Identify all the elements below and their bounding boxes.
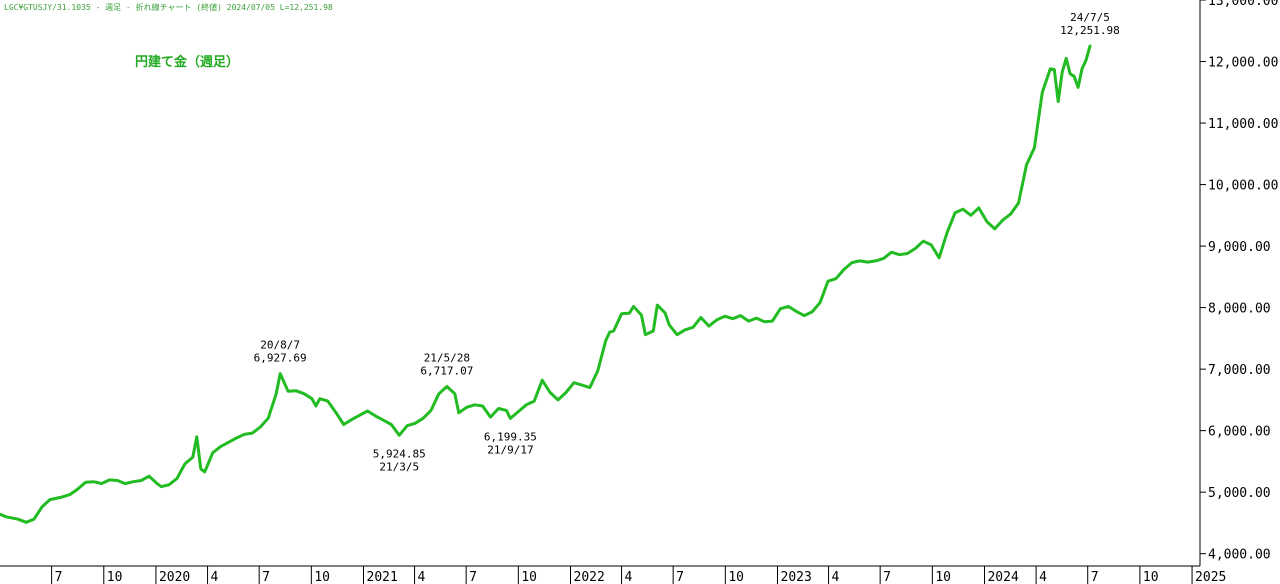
x-tick-label: 10 — [521, 570, 537, 584]
x-tick-label: 2024 — [987, 570, 1018, 584]
y-tick-label: 9,000.00 — [1208, 240, 1271, 255]
x-tick-label: 7 — [676, 570, 684, 584]
annotation-label: 5,924.85 — [373, 447, 426, 460]
price-line — [0, 44, 1092, 524]
annotation-label: 21/3/5 — [379, 460, 419, 473]
annotation-label: 20/8/7 — [260, 339, 300, 352]
annotation-label: 21/9/17 — [487, 443, 533, 456]
x-tick-label: 7 — [1091, 570, 1099, 584]
x-tick-label: 2022 — [574, 570, 605, 584]
x-tick-label: 10 — [107, 570, 123, 584]
x-tick-label: 4 — [1039, 570, 1047, 584]
y-axis: 4,000.00 5,000.00 6,000.00 7,000.00 8,000.00… — [1200, 0, 1278, 563]
x-tick-label: 7 — [469, 570, 477, 584]
x-tick-label: 2020 — [159, 570, 190, 584]
annotation-label: 24/7/5 — [1070, 11, 1110, 24]
annotations: 20/8/76,927.69 21/5/286,717.07 24/7/512,25… — [254, 11, 1120, 473]
y-tick-label: 8,000.00 — [1208, 302, 1271, 317]
x-tick-label: 4 — [418, 570, 426, 584]
plot-area — [0, 44, 1092, 524]
annotation-label: 21/5/28 — [424, 352, 470, 365]
x-tick-label: 2021 — [367, 570, 398, 584]
chart-header-info: LGC¥GTUSJY/31.1035 - 週足 - 折れ線チャート (終値) 2… — [4, 2, 333, 12]
x-tick-label: 4 — [211, 570, 219, 584]
x-tick-label: 2025 — [1195, 570, 1226, 584]
annotation-label: 6,199.35 — [484, 430, 537, 443]
y-tick-label: 11,000.00 — [1208, 117, 1278, 132]
x-tick-label: 10 — [1143, 570, 1159, 584]
y-tick-label: 4,000.00 — [1208, 548, 1271, 563]
annotation-label: 6,927.69 — [254, 352, 307, 365]
x-tick-label: 4 — [625, 570, 633, 584]
annotation-label: 12,251.98 — [1060, 24, 1120, 37]
y-tick-label: 13,000.00 — [1208, 0, 1278, 9]
x-tick-label: 7 — [262, 570, 270, 584]
x-axis: 7 10 2020 4 7 10 2021 4 7 10 2022 4 7 10 2023 4 7 10 2024 4… — [51, 566, 1226, 584]
chart-title: 円建て金（週足） — [135, 54, 239, 70]
y-tick-label: 5,000.00 — [1208, 486, 1271, 501]
x-tick-label: 10 — [935, 570, 951, 584]
x-tick-label: 10 — [728, 570, 744, 584]
x-tick-label: 2023 — [781, 570, 812, 584]
x-tick-label: 4 — [832, 570, 840, 584]
x-tick-label: 7 — [883, 570, 891, 584]
x-tick-label: 7 — [55, 570, 63, 584]
annotation-label: 6,717.07 — [420, 365, 473, 378]
y-tick-label: 10,000.00 — [1208, 179, 1278, 194]
y-tick-label: 12,000.00 — [1208, 56, 1278, 71]
y-tick-label: 6,000.00 — [1208, 425, 1271, 440]
x-tick-label: 10 — [314, 570, 330, 584]
y-tick-label: 7,000.00 — [1208, 363, 1271, 378]
